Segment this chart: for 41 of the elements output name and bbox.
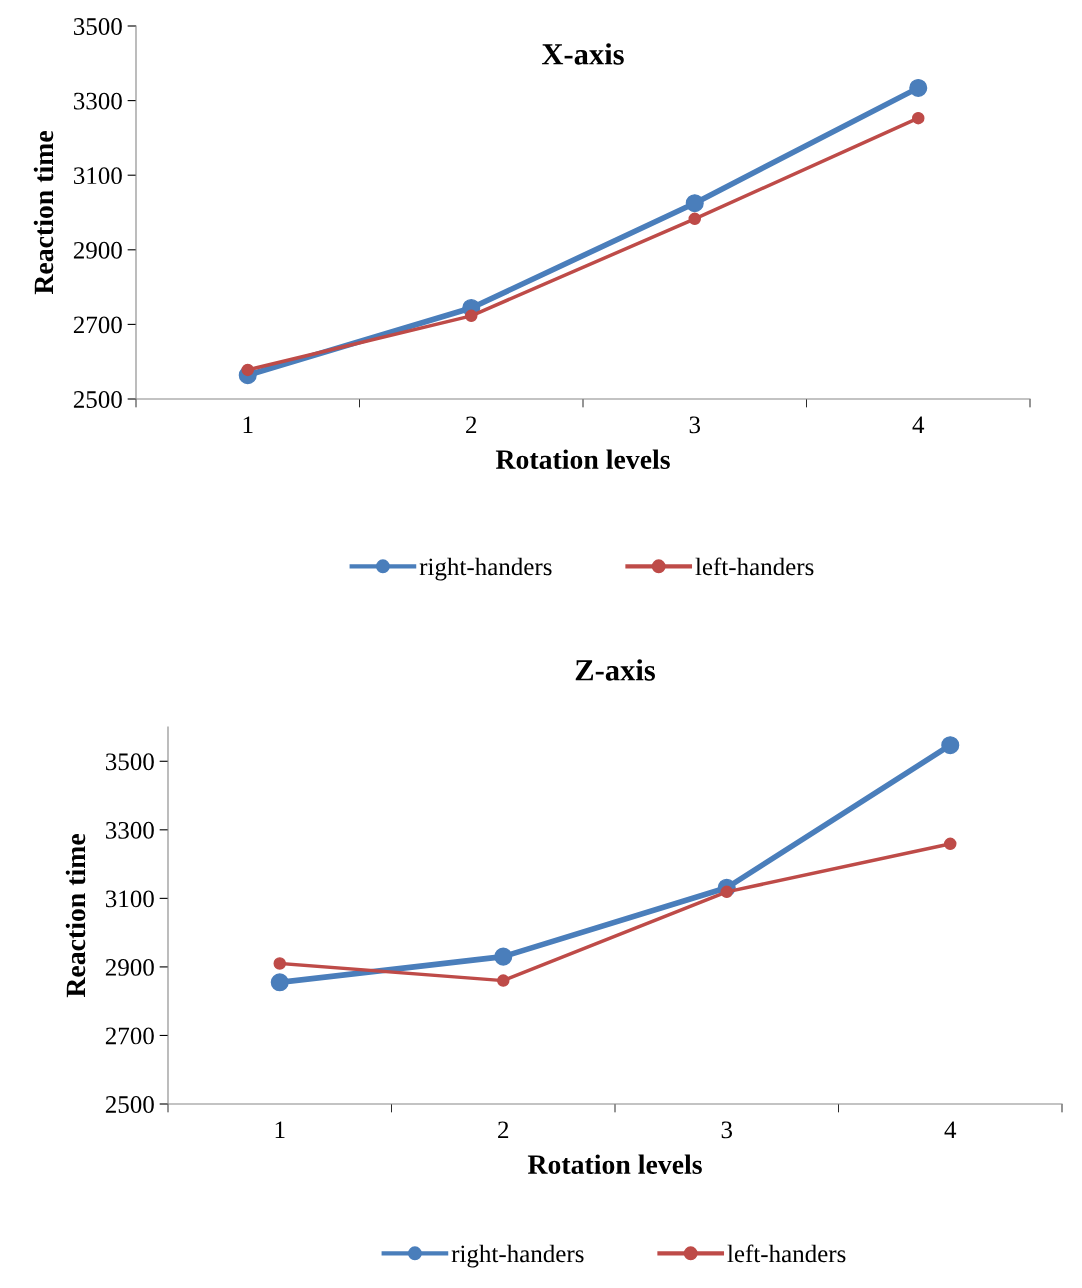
- point: [911, 111, 925, 125]
- point: [464, 309, 478, 323]
- x-tick-label: 2: [466, 416, 477, 434]
- y-tick-label: 2500: [73, 391, 122, 408]
- chart-title: Z-axis: [575, 659, 655, 681]
- point: [688, 212, 702, 226]
- x-tick-label: 3: [721, 1121, 733, 1139]
- point: [685, 194, 704, 213]
- point: [270, 973, 289, 992]
- y-tick-label: 3300: [74, 92, 122, 110]
- point: [494, 947, 513, 966]
- x-tick-label: 2: [498, 1121, 509, 1139]
- y-axis-title: Reaction time: [65, 834, 86, 998]
- legend-label: left-handers: [695, 557, 814, 576]
- y-tick-label: 3500: [106, 753, 154, 771]
- point: [943, 837, 957, 851]
- y-tick-label: 3300: [106, 821, 154, 839]
- point: [909, 78, 928, 97]
- legend-label: right-handers: [419, 557, 552, 581]
- legend-label: left-handers: [727, 1244, 846, 1263]
- y-tick-label: 2700: [105, 1027, 154, 1045]
- x-axis-title: Rotation levels: [495, 449, 670, 469]
- y-tick-label: 3500: [74, 18, 122, 35]
- y-tick-label: 2900: [73, 241, 122, 259]
- x-tick-label: 1: [243, 416, 253, 434]
- y-tick-label: 2500: [105, 1096, 154, 1113]
- x-tick-label: 1: [275, 1121, 285, 1139]
- y-tick-label: 3100: [74, 167, 122, 185]
- x-tick-label: 3: [689, 416, 701, 434]
- x-tick-label: 4: [912, 416, 925, 434]
- point: [941, 736, 960, 755]
- y-tick-label: 2700: [73, 316, 122, 334]
- x-tick-label: 4: [944, 1121, 957, 1139]
- legend-label: right-handers: [451, 1244, 584, 1268]
- y-axis-title: Reaction time: [33, 131, 54, 295]
- y-tick-label: 2900: [105, 958, 154, 976]
- point: [496, 974, 510, 987]
- point: [273, 957, 287, 970]
- chart-title: X-axis: [541, 43, 624, 65]
- x-axis-title: Rotation levels: [527, 1154, 702, 1174]
- y-tick-label: 3100: [106, 890, 154, 908]
